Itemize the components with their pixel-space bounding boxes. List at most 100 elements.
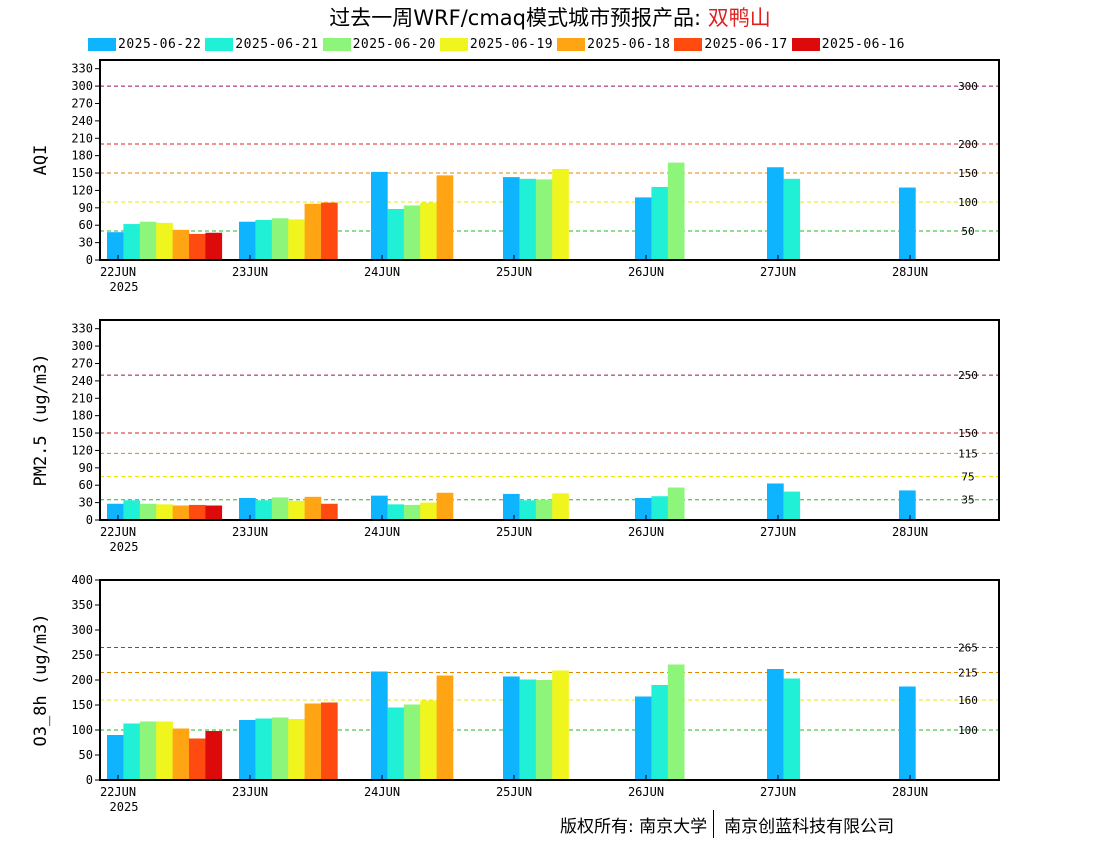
bar (239, 497, 256, 520)
bar (189, 504, 206, 520)
bar (535, 499, 553, 520)
bar (519, 500, 537, 520)
bar (239, 720, 256, 780)
bar (189, 233, 206, 260)
legend-label: 2025-06-22 (118, 36, 202, 52)
bar (420, 700, 437, 780)
y-tick-label: 300 (71, 339, 93, 353)
y-tick-label: 120 (71, 443, 93, 457)
y-tick-label: 330 (71, 62, 93, 76)
bar (767, 483, 784, 520)
x-year-label: 2025 (110, 280, 139, 294)
legend-swatch (791, 37, 820, 51)
title-station: 双鸭山 (707, 6, 771, 30)
legend-swatch (322, 37, 351, 51)
bar (371, 671, 388, 780)
y-tick-label: 150 (71, 426, 93, 440)
threshold-label: 265 (958, 642, 978, 655)
x-tick-label: 26JUN (628, 525, 664, 539)
threshold-label: 100 (958, 196, 978, 209)
bar (503, 676, 520, 780)
legend-label: 2025-06-20 (352, 36, 436, 52)
bar (123, 500, 141, 520)
bar (403, 704, 421, 780)
y-tick-label: 150 (71, 698, 93, 712)
bar (271, 497, 289, 520)
bar (552, 168, 569, 260)
x-tick-label: 22JUN (100, 525, 136, 539)
x-tick-label: 23JUN (232, 525, 268, 539)
bar (156, 504, 173, 520)
title-main: 过去一周WRF/cmaq模式城市预报产品: (329, 6, 708, 30)
bar (503, 177, 520, 260)
bar (387, 707, 405, 780)
threshold-label: 50 (961, 225, 974, 238)
y-axis-label: PM2.5 (ug/m3) (31, 353, 51, 486)
chart-panel: 100 160 215 265 0 50 100 150 200 250 300 350 400 22JU… (31, 573, 1000, 814)
bar (288, 500, 305, 520)
bar (288, 219, 305, 260)
legend-item: 2025-06-21 (205, 37, 318, 52)
bar (205, 232, 223, 260)
bar (387, 208, 405, 260)
y-tick-label: 150 (71, 166, 93, 180)
y-tick-label: 180 (71, 409, 93, 423)
y-tick-label: 120 (71, 183, 93, 197)
x-year-label: 2025 (110, 540, 139, 554)
bar (899, 490, 916, 520)
y-tick-label: 200 (71, 673, 93, 687)
x-tick-label: 25JUN (496, 265, 532, 279)
bar (420, 202, 437, 260)
bar (123, 723, 141, 780)
bar (635, 696, 652, 780)
bar (172, 728, 190, 780)
x-tick-label: 25JUN (496, 525, 532, 539)
y-tick-label: 0 (86, 773, 93, 787)
y-tick-label: 300 (71, 79, 93, 93)
bar (436, 492, 454, 520)
x-year-label: 2025 (110, 800, 139, 814)
bar (503, 493, 520, 520)
bar (239, 221, 256, 260)
y-tick-label: 400 (71, 573, 93, 587)
bar (255, 718, 273, 780)
legend-item: 2025-06-22 (88, 37, 201, 52)
bar (519, 679, 537, 780)
y-tick-label: 350 (71, 598, 93, 612)
bar (205, 505, 223, 520)
y-tick-label: 240 (71, 374, 93, 388)
threshold-label: 160 (958, 694, 978, 707)
legend-item: 2025-06-17 (674, 37, 787, 52)
y-axis-label: AQI (31, 145, 51, 176)
legend-swatch (557, 37, 586, 51)
legend-label: 2025-06-18 (587, 36, 671, 52)
copyright-left: 版权所有: 南京大学 (560, 816, 708, 837)
legend-item: 2025-06-16 (791, 37, 905, 52)
legend-swatch (205, 37, 234, 51)
bar (535, 680, 553, 780)
bar (767, 669, 784, 780)
bar (403, 504, 421, 520)
x-tick-label: 22JUN (100, 785, 136, 799)
x-tick-label: 26JUN (628, 785, 664, 799)
bar (139, 721, 157, 780)
bar (899, 686, 916, 780)
y-tick-label: 50 (79, 748, 93, 762)
chart-panel: 35 75 115 150 250 0 30 60 90 120 150 180 210 240 270 30… (31, 319, 1000, 554)
bar (107, 232, 124, 260)
threshold-label: 300 (958, 80, 978, 93)
bar (783, 678, 801, 780)
threshold-label: 215 (958, 667, 978, 680)
bar (403, 205, 421, 260)
bar (667, 664, 685, 780)
bar (156, 721, 173, 780)
x-tick-label: 27JUN (760, 265, 796, 279)
threshold-label: 100 (958, 724, 978, 737)
bar (436, 675, 454, 780)
threshold-label: 250 (958, 369, 978, 382)
bar (107, 503, 124, 520)
y-tick-label: 30 (79, 236, 93, 250)
x-tick-label: 27JUN (760, 785, 796, 799)
x-tick-label: 23JUN (232, 785, 268, 799)
bar (304, 703, 322, 780)
